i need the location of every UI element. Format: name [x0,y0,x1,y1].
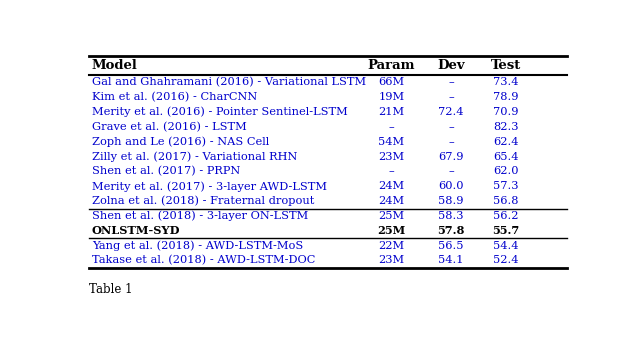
Text: 70.9: 70.9 [493,107,519,117]
Text: Zilly et al. (2017) - Variational RHN: Zilly et al. (2017) - Variational RHN [92,151,297,162]
Text: 54M: 54M [378,137,404,147]
Text: 66M: 66M [378,77,404,88]
Text: 58.3: 58.3 [438,211,464,221]
Text: 25M: 25M [378,211,404,221]
Text: –: – [448,92,454,102]
Text: 25M: 25M [377,225,406,236]
Text: Gal and Ghahramani (2016) - Variational LSTM: Gal and Ghahramani (2016) - Variational … [92,77,366,88]
Text: 73.4: 73.4 [493,77,519,88]
Text: 56.2: 56.2 [493,211,519,221]
Text: 62.0: 62.0 [493,167,519,176]
Text: –: – [448,167,454,176]
Text: –: – [388,122,394,132]
Text: –: – [388,167,394,176]
Text: Zoph and Le (2016) - NAS Cell: Zoph and Le (2016) - NAS Cell [92,136,269,147]
Text: –: – [448,122,454,132]
Text: 54.4: 54.4 [493,241,519,251]
Text: Table 1: Table 1 [89,283,132,296]
Text: 23M: 23M [378,256,404,265]
Text: 82.3: 82.3 [493,122,519,132]
Text: Test: Test [491,59,521,72]
Text: 72.4: 72.4 [438,107,464,117]
Text: Model: Model [92,59,138,72]
Text: 23M: 23M [378,152,404,161]
Text: Kim et al. (2016) - CharCNN: Kim et al. (2016) - CharCNN [92,92,257,102]
Text: 19M: 19M [378,92,404,102]
Text: Shen et al. (2018) - 3-layer ON-LSTM: Shen et al. (2018) - 3-layer ON-LSTM [92,211,308,221]
Text: 62.4: 62.4 [493,137,519,147]
Text: 22M: 22M [378,241,404,251]
Text: Zolna et al. (2018) - Fraternal dropout: Zolna et al. (2018) - Fraternal dropout [92,196,314,206]
Text: Merity et al. (2016) - Pointer Sentinel-LSTM: Merity et al. (2016) - Pointer Sentinel-… [92,107,348,117]
Text: Merity et al. (2017) - 3-layer AWD-LSTM: Merity et al. (2017) - 3-layer AWD-LSTM [92,181,327,191]
Text: –: – [448,77,454,88]
Text: 78.9: 78.9 [493,92,519,102]
Text: 54.1: 54.1 [438,256,464,265]
Text: Param: Param [367,59,415,72]
Text: 56.5: 56.5 [438,241,464,251]
Text: 21M: 21M [378,107,404,117]
Text: 24M: 24M [378,196,404,206]
Text: 24M: 24M [378,181,404,191]
Text: 65.4: 65.4 [493,152,519,161]
Text: ONLSTM-SYD: ONLSTM-SYD [92,225,180,236]
Text: –: – [448,137,454,147]
Text: Yang et al. (2018) - AWD-LSTM-MoS: Yang et al. (2018) - AWD-LSTM-MoS [92,240,303,251]
Text: Takase et al. (2018) - AWD-LSTM-DOC: Takase et al. (2018) - AWD-LSTM-DOC [92,255,316,266]
Text: 57.3: 57.3 [493,181,519,191]
Text: 52.4: 52.4 [493,256,519,265]
Text: Shen et al. (2017) - PRPN: Shen et al. (2017) - PRPN [92,166,240,177]
Text: Grave et al. (2016) - LSTM: Grave et al. (2016) - LSTM [92,122,246,132]
Text: 60.0: 60.0 [438,181,464,191]
Text: 58.9: 58.9 [438,196,464,206]
Text: 67.9: 67.9 [438,152,464,161]
Text: Dev: Dev [437,59,465,72]
Text: 56.8: 56.8 [493,196,519,206]
Text: 55.7: 55.7 [493,225,520,236]
Text: 57.8: 57.8 [437,225,465,236]
